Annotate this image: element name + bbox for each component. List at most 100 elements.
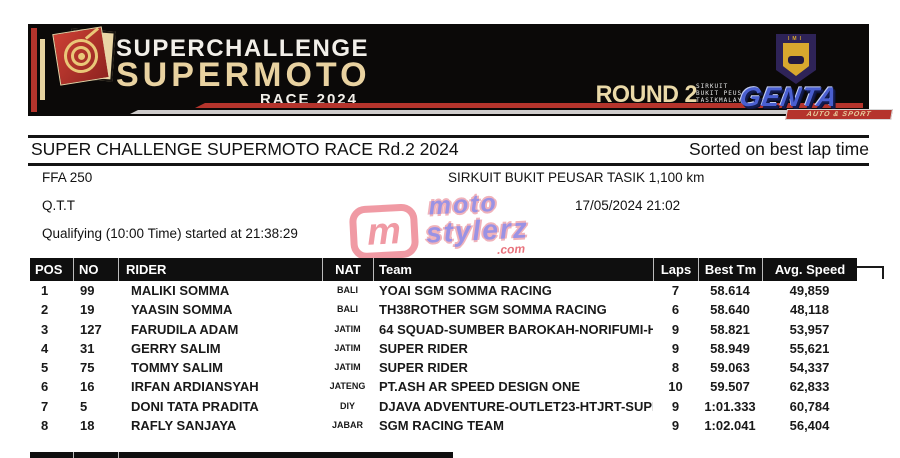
table-row: 1 99 MALIKI SOMMA BALI YOAI SGM SOMMA RA… bbox=[30, 281, 857, 300]
cell-rider: TOMMY SALIM bbox=[131, 360, 223, 376]
cell-pos: 5 bbox=[41, 360, 49, 376]
table-row: 5 75 TOMMY SALIM JATIM SUPER RIDER 8 59.… bbox=[30, 358, 857, 377]
col-header-avg: Avg. Speed bbox=[762, 258, 857, 281]
session-datetime: 17/05/2024 21:02 bbox=[575, 198, 681, 213]
col-header-nat: NAT bbox=[322, 258, 373, 281]
round-label: ROUND 2 bbox=[595, 81, 698, 108]
sort-note: Sorted on best lap time bbox=[689, 139, 869, 159]
cell-rider: IRFAN ARDIANSYAH bbox=[131, 379, 259, 395]
cell-rider: RAFLY SANJAYA bbox=[131, 418, 237, 434]
cell-pos: 3 bbox=[41, 321, 49, 337]
cell-no: 127 bbox=[80, 321, 102, 337]
cell-pos: 8 bbox=[41, 418, 49, 434]
cell-pos: 4 bbox=[41, 340, 49, 356]
table-row: 4 31 GERRY SALIM JATIM SUPER RIDER 9 58.… bbox=[30, 339, 857, 358]
cell-laps: 7 bbox=[671, 283, 680, 298]
imi-badge-inner bbox=[783, 43, 809, 76]
col-header-rider: RIDER bbox=[118, 258, 322, 281]
cell-best: 58.614 bbox=[710, 283, 750, 298]
table-edge-mark bbox=[882, 266, 884, 279]
cell-avg: 49,859 bbox=[789, 283, 830, 298]
cell-no: 19 bbox=[80, 302, 95, 318]
banner-cream-bar bbox=[40, 39, 45, 100]
cell-team: SUPER RIDER bbox=[379, 340, 468, 356]
cell-team: PT.ASH AR SPEED DESIGN ONE bbox=[379, 379, 581, 395]
cell-best: 59.063 bbox=[710, 360, 750, 376]
title-rule-top bbox=[28, 135, 869, 138]
imi-car-glyph bbox=[788, 55, 804, 64]
cell-best: 1:01.333 bbox=[704, 398, 756, 414]
cell-avg: 55,621 bbox=[789, 340, 830, 356]
cell-no: 75 bbox=[80, 360, 95, 376]
col-header-team: Team bbox=[373, 258, 653, 281]
col-header-pos: POS bbox=[35, 262, 63, 277]
cell-team: SGM RACING TEAM bbox=[379, 418, 504, 434]
watermark-m-badge-icon: m bbox=[348, 203, 420, 261]
cell-avg: 48,118 bbox=[789, 302, 830, 318]
table-row: 2 19 YAASIN SOMMA BALI TH38ROTHER SGM SO… bbox=[30, 300, 857, 319]
cell-rider: FARUDILA ADAM bbox=[131, 321, 239, 337]
cell-team: DJAVA ADVENTURE-OUTLET23-HTJRT-SUPERMOTO bbox=[379, 398, 653, 414]
cell-best: 59.507 bbox=[710, 379, 750, 395]
table-row: 8 18 RAFLY SANJAYA JABAR SGM RACING TEAM… bbox=[30, 416, 857, 435]
cell-laps: 6 bbox=[671, 302, 680, 318]
round-location-line: TASIKMALAYA bbox=[696, 97, 747, 104]
cell-nat: JATIM bbox=[334, 323, 361, 334]
sponsor-genta-tagline: AUTO & SPORT bbox=[785, 109, 893, 120]
table-edge-mark bbox=[857, 266, 884, 268]
cell-no: 16 bbox=[80, 379, 95, 395]
cell-no: 31 bbox=[80, 340, 95, 356]
cell-nat: JATIM bbox=[334, 342, 361, 353]
cell-nat: JATIM bbox=[334, 362, 361, 373]
cell-no: 18 bbox=[80, 418, 95, 434]
partial-header-separator bbox=[118, 452, 119, 458]
next-section-header-partial bbox=[30, 452, 453, 458]
results-table: POS NO RIDER NAT Team Laps Best Tm Avg. … bbox=[30, 258, 857, 435]
cell-pos: 1 bbox=[41, 283, 49, 298]
imi-badge-icon: IMI bbox=[776, 34, 816, 84]
superchallenge-logo-icon bbox=[52, 26, 118, 88]
circuit-name: SIRKUIT BUKIT PEUSAR TASIK 1,100 km bbox=[448, 170, 705, 185]
banner-series-title: SUPERCHALLENGE bbox=[116, 35, 370, 62]
table-row: 3 127 FARUDILA ADAM JATIM 64 SQUAD-SUMBE… bbox=[30, 320, 857, 339]
cell-avg: 54,337 bbox=[789, 360, 830, 376]
cell-avg: 53,957 bbox=[789, 321, 830, 337]
cell-avg: 60,784 bbox=[789, 398, 830, 414]
round-location: SIRKUIT BUKIT PEUSAR TASIKMALAYA bbox=[696, 83, 751, 104]
banner-silver-stripe bbox=[130, 110, 863, 114]
cell-laps: 9 bbox=[671, 418, 680, 434]
cell-team: SUPER RIDER bbox=[379, 360, 468, 376]
cell-rider: MALIKI SOMMA bbox=[131, 283, 230, 298]
banner-red-bar bbox=[31, 28, 37, 112]
session-type: Q.T.T bbox=[42, 198, 75, 213]
col-header-best: Best Tm bbox=[698, 258, 762, 281]
cell-nat: BALI bbox=[337, 285, 358, 295]
cell-best: 1:02.041 bbox=[704, 418, 756, 434]
cell-laps: 10 bbox=[668, 379, 683, 395]
cell-team: TH38ROTHER SGM SOMMA RACING bbox=[379, 302, 607, 318]
table-header-row: POS NO RIDER NAT Team Laps Best Tm Avg. … bbox=[30, 258, 857, 281]
event-banner: SUPERCHALLENGE SUPERMOTO RACE 2024 ROUND… bbox=[28, 24, 893, 120]
col-header-laps: Laps bbox=[653, 258, 698, 281]
banner-red-stripe bbox=[195, 103, 863, 108]
cell-avg: 56,404 bbox=[789, 418, 830, 434]
imi-badge-label: IMI bbox=[788, 36, 804, 42]
cell-laps: 9 bbox=[671, 398, 680, 414]
session-detail: Qualifying (10:00 Time) started at 21:38… bbox=[42, 226, 298, 241]
table-row: 6 16 IRFAN ARDIANSYAH JATENG PT.ASH AR S… bbox=[30, 377, 857, 396]
cell-rider: GERRY SALIM bbox=[131, 340, 221, 356]
logo-target-icon bbox=[52, 26, 110, 86]
cell-team: 64 SQUAD-SUMBER BAROKAH-NORIFUMI-HUDGR bbox=[379, 321, 653, 337]
round-location-line: BUKIT PEUSAR bbox=[696, 90, 752, 97]
cell-pos: 6 bbox=[41, 379, 49, 395]
cell-best: 58.640 bbox=[710, 302, 750, 318]
cell-laps: 9 bbox=[671, 321, 680, 337]
cell-no: 99 bbox=[80, 283, 95, 298]
cell-rider: YAASIN SOMMA bbox=[131, 302, 233, 318]
cell-best: 58.949 bbox=[710, 340, 750, 356]
cell-nat: JATENG bbox=[329, 381, 366, 392]
cell-laps: 8 bbox=[671, 360, 680, 376]
cell-no: 5 bbox=[80, 398, 88, 414]
cell-nat: BALI bbox=[337, 304, 358, 315]
col-header-no: NO bbox=[73, 258, 118, 281]
